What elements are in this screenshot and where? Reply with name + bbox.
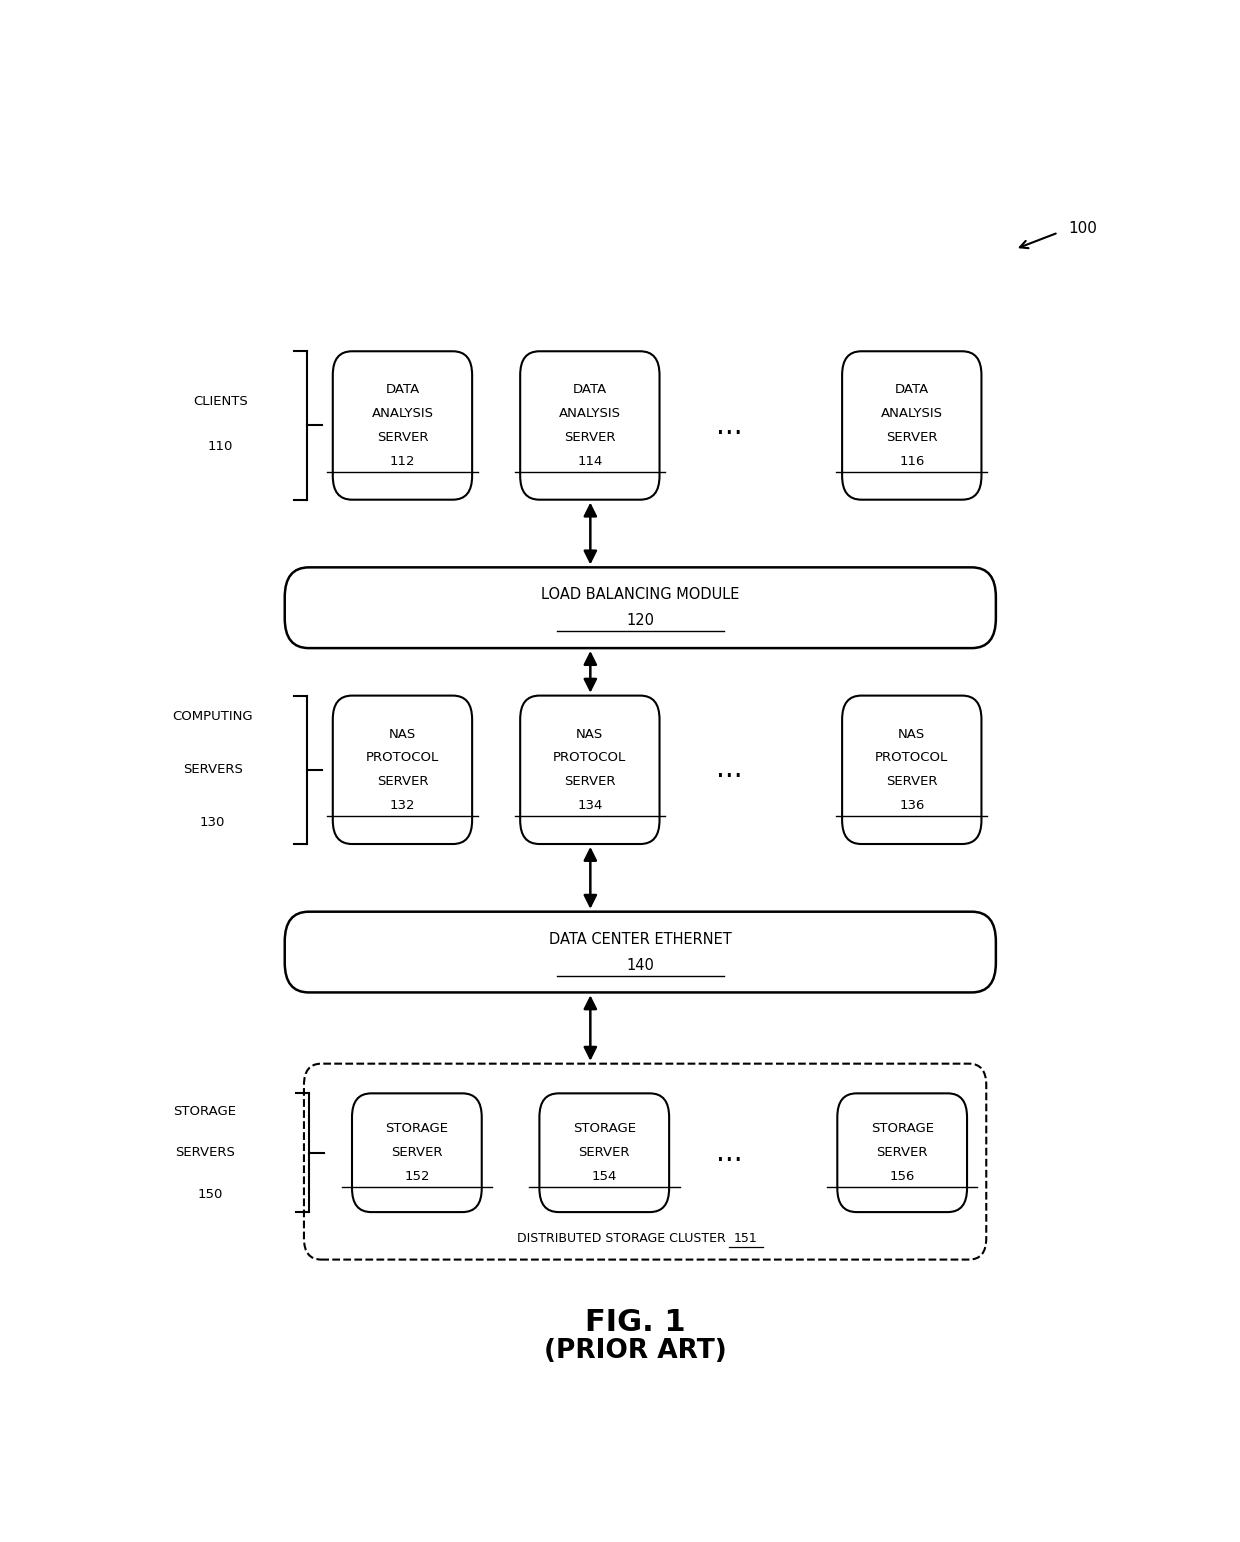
FancyBboxPatch shape <box>521 352 660 500</box>
Text: STORAGE: STORAGE <box>386 1123 449 1135</box>
Text: 140: 140 <box>626 958 655 973</box>
Text: NAS: NAS <box>577 728 604 740</box>
Text: SERVER: SERVER <box>377 430 428 444</box>
Text: DATA: DATA <box>573 384 606 396</box>
Text: ...: ... <box>717 1138 743 1167</box>
Text: 156: 156 <box>889 1170 915 1183</box>
FancyBboxPatch shape <box>285 911 996 993</box>
Text: PROTOCOL: PROTOCOL <box>366 751 439 765</box>
Text: CLIENTS: CLIENTS <box>193 395 248 409</box>
Text: 130: 130 <box>200 816 226 830</box>
FancyBboxPatch shape <box>837 1093 967 1212</box>
Text: ANALYSIS: ANALYSIS <box>372 407 434 419</box>
Text: SERVER: SERVER <box>887 776 937 788</box>
FancyBboxPatch shape <box>842 352 982 500</box>
Text: SERVER: SERVER <box>564 776 615 788</box>
Text: ANALYSIS: ANALYSIS <box>880 407 942 419</box>
Text: ...: ... <box>717 756 743 783</box>
Text: SERVER: SERVER <box>579 1146 630 1160</box>
Text: SERVERS: SERVERS <box>182 763 243 776</box>
Text: SERVER: SERVER <box>564 430 615 444</box>
Text: 154: 154 <box>591 1170 618 1183</box>
Text: SERVER: SERVER <box>377 776 428 788</box>
Text: DISTRIBUTED STORAGE CLUSTER: DISTRIBUTED STORAGE CLUSTER <box>517 1232 725 1244</box>
Text: NAS: NAS <box>898 728 925 740</box>
Text: STORAGE: STORAGE <box>573 1123 636 1135</box>
Text: 116: 116 <box>899 455 925 467</box>
Text: (PRIOR ART): (PRIOR ART) <box>544 1338 727 1365</box>
Text: DATA CENTER ETHERNET: DATA CENTER ETHERNET <box>549 931 732 947</box>
Text: 136: 136 <box>899 799 925 813</box>
Text: 110: 110 <box>207 441 233 453</box>
Text: SERVERS: SERVERS <box>175 1146 234 1160</box>
Text: STORAGE: STORAGE <box>870 1123 934 1135</box>
FancyBboxPatch shape <box>539 1093 670 1212</box>
FancyBboxPatch shape <box>304 1064 986 1260</box>
Text: PROTOCOL: PROTOCOL <box>875 751 949 765</box>
Text: ANALYSIS: ANALYSIS <box>559 407 621 419</box>
FancyBboxPatch shape <box>521 695 660 843</box>
FancyBboxPatch shape <box>332 695 472 843</box>
Text: 152: 152 <box>404 1170 429 1183</box>
Text: 114: 114 <box>577 455 603 467</box>
Text: SERVER: SERVER <box>877 1146 928 1160</box>
Text: NAS: NAS <box>389 728 417 740</box>
Text: SERVER: SERVER <box>391 1146 443 1160</box>
Text: 120: 120 <box>626 614 655 628</box>
FancyBboxPatch shape <box>842 695 982 843</box>
FancyBboxPatch shape <box>332 352 472 500</box>
FancyBboxPatch shape <box>285 567 996 648</box>
Text: SERVER: SERVER <box>887 430 937 444</box>
Text: ...: ... <box>717 412 743 439</box>
Text: COMPUTING: COMPUTING <box>172 711 253 723</box>
Text: 132: 132 <box>389 799 415 813</box>
Text: 112: 112 <box>389 455 415 467</box>
Text: DATA: DATA <box>386 384 419 396</box>
Text: 134: 134 <box>577 799 603 813</box>
Text: PROTOCOL: PROTOCOL <box>553 751 626 765</box>
Text: 150: 150 <box>197 1187 222 1201</box>
Text: 100: 100 <box>1068 222 1097 236</box>
Text: DATA: DATA <box>895 384 929 396</box>
FancyBboxPatch shape <box>352 1093 481 1212</box>
Text: 151: 151 <box>734 1232 758 1244</box>
Text: LOAD BALANCING MODULE: LOAD BALANCING MODULE <box>541 588 739 603</box>
Text: FIG. 1: FIG. 1 <box>585 1308 686 1337</box>
Text: STORAGE: STORAGE <box>174 1104 237 1118</box>
